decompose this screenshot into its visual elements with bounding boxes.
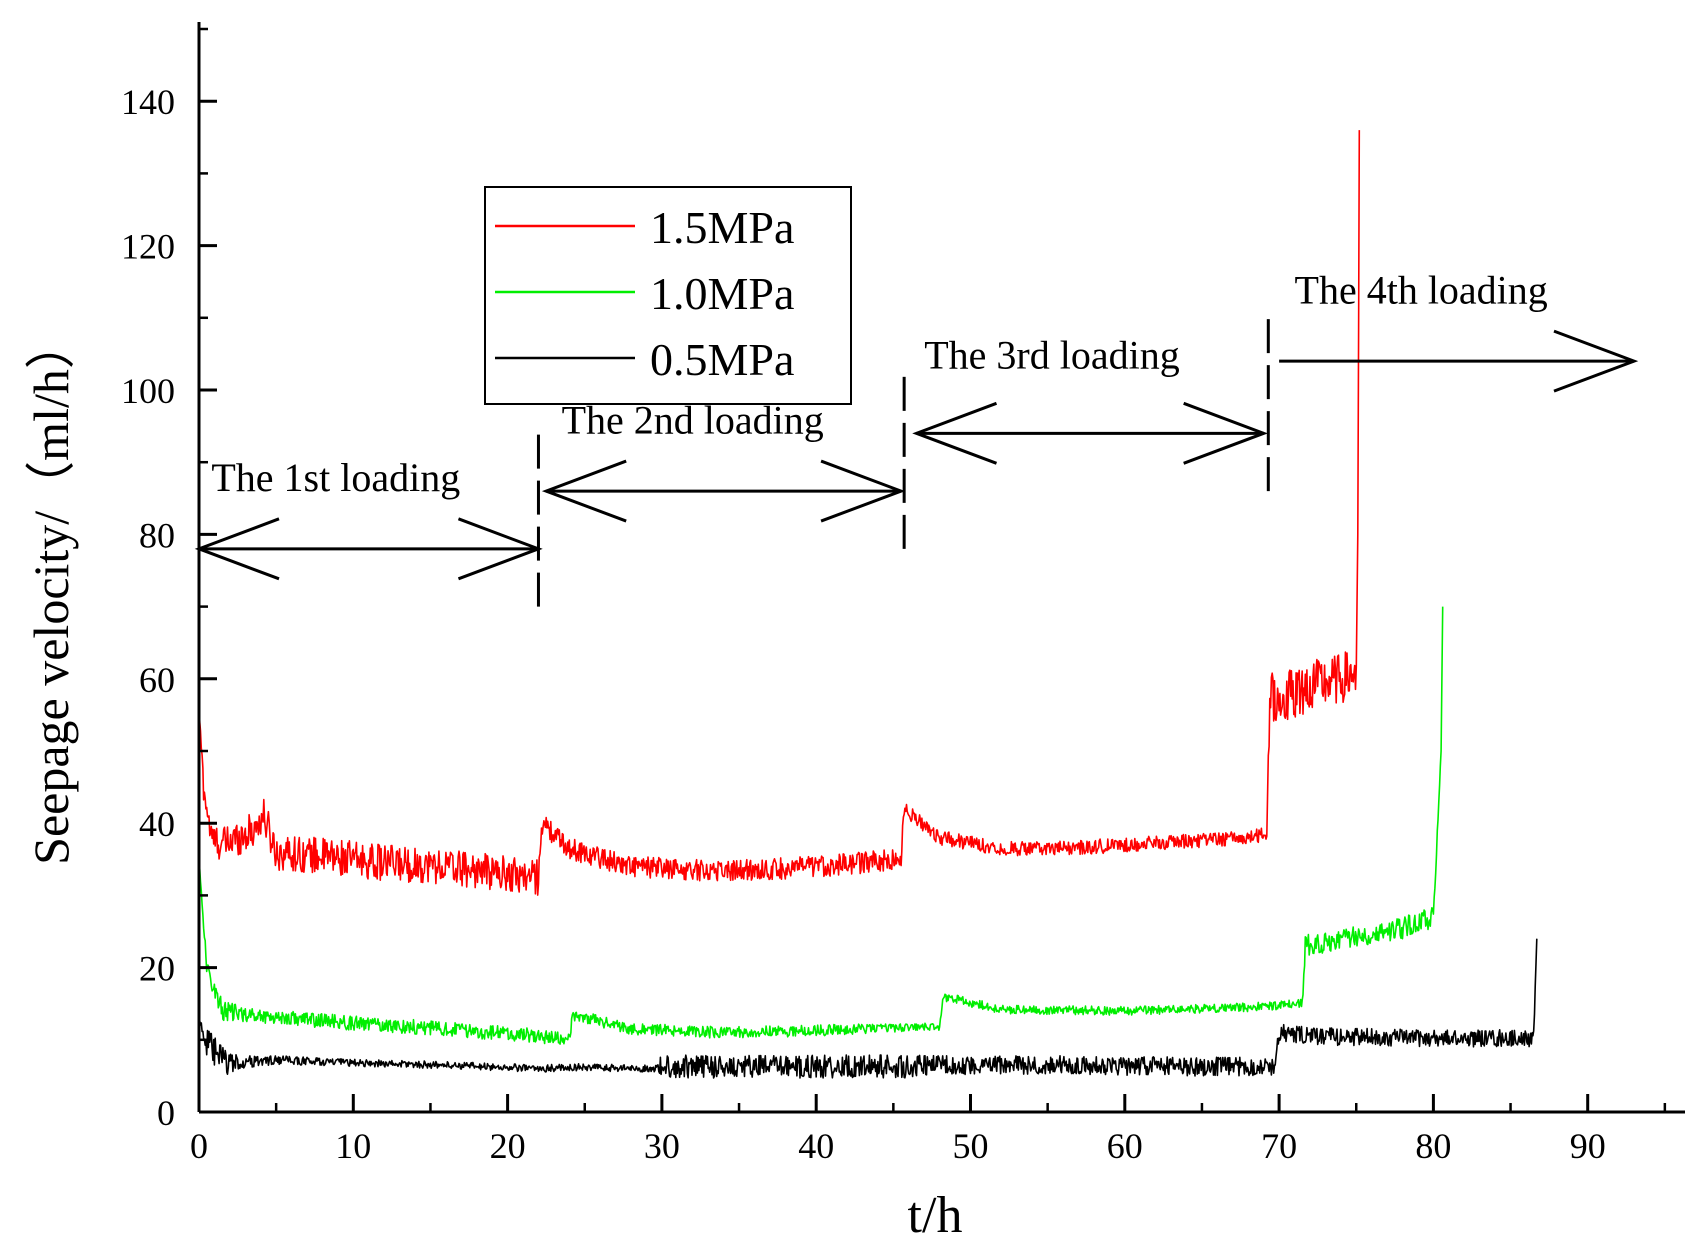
y-tick-label-60: 60 xyxy=(139,660,175,700)
series-layer xyxy=(198,130,1538,1079)
series-line-1-5mpa xyxy=(198,130,1361,896)
x-tick-label-30: 30 xyxy=(644,1126,680,1166)
loading-arrow-head-left-2 xyxy=(541,459,627,523)
loading-arrow-head-right-2 xyxy=(820,459,906,523)
y-tick-label-140: 140 xyxy=(121,82,175,122)
legend-label-0-5mpa: 0.5MPa xyxy=(650,334,794,385)
y-tick-label-80: 80 xyxy=(139,515,175,555)
loading-arrow-head-right-4 xyxy=(1553,329,1639,393)
x-tick-label-40: 40 xyxy=(798,1126,834,1166)
y-tick-label-100: 100 xyxy=(121,371,175,411)
series-line-0-5mpa xyxy=(198,938,1538,1079)
loading-arrow-head-right-3 xyxy=(1183,401,1268,465)
y-tick-label-120: 120 xyxy=(121,227,175,267)
y-tick-label-40: 40 xyxy=(139,804,175,844)
loading-arrow-head-left-3 xyxy=(912,401,998,465)
x-tick-label-80: 80 xyxy=(1415,1126,1451,1166)
legend-label-1-0mpa: 1.0MPa xyxy=(650,268,794,319)
x-tick-label-20: 20 xyxy=(490,1126,526,1166)
x-tick-label-0: 0 xyxy=(190,1126,208,1166)
loading-label-1: The 1st loading xyxy=(211,455,460,500)
legend-label-1-5mpa: 1.5MPa xyxy=(650,202,794,253)
series-line-1-0mpa xyxy=(198,606,1444,1045)
x-ticks: 0 10 20 30 40 50 60 70 80 90 xyxy=(190,1094,1667,1166)
loading-label-3: The 3rd loading xyxy=(924,332,1179,377)
x-tick-label-60: 60 xyxy=(1107,1126,1143,1166)
loading-label-4: The 4th loading xyxy=(1295,267,1548,312)
x-tick-label-90: 90 xyxy=(1570,1126,1606,1166)
x-axis-title: t/h xyxy=(908,1187,963,1244)
y-ticks: 0 20 40 60 80 100 120 140 xyxy=(121,27,217,1133)
y-axis-title: Seepage velocity/（ml/h） xyxy=(23,319,79,865)
x-tick-label-10: 10 xyxy=(335,1126,371,1166)
legend-box xyxy=(484,186,852,405)
x-tick-label-50: 50 xyxy=(953,1126,989,1166)
x-tick-label-70: 70 xyxy=(1261,1126,1297,1166)
y-tick-label-20: 20 xyxy=(139,949,175,989)
axes xyxy=(197,22,1685,1114)
y-tick-label-0: 0 xyxy=(157,1093,175,1133)
legend: 1.5MPa 1.0MPa 0.5MPa xyxy=(484,186,852,405)
loading-arrow-head-right-1 xyxy=(457,517,543,581)
loading-dividers xyxy=(536,317,1270,607)
